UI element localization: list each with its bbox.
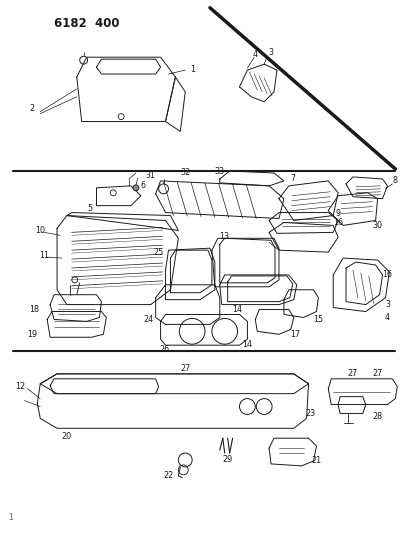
Text: 27: 27 bbox=[180, 365, 191, 374]
Text: 1: 1 bbox=[191, 64, 196, 74]
Text: 16: 16 bbox=[333, 218, 343, 227]
Text: 9: 9 bbox=[336, 209, 341, 218]
Text: 25: 25 bbox=[153, 248, 164, 257]
Text: 27: 27 bbox=[348, 369, 358, 378]
Circle shape bbox=[133, 185, 139, 191]
Text: 6: 6 bbox=[140, 181, 145, 190]
Text: 12: 12 bbox=[16, 382, 26, 391]
Text: 24: 24 bbox=[144, 315, 154, 324]
Text: 29: 29 bbox=[222, 456, 233, 464]
Text: 14: 14 bbox=[242, 340, 253, 349]
Text: 22: 22 bbox=[163, 471, 174, 480]
Text: 1: 1 bbox=[8, 513, 13, 522]
Text: 2: 2 bbox=[30, 104, 35, 113]
Text: 4: 4 bbox=[385, 313, 390, 322]
Text: 7: 7 bbox=[290, 174, 295, 183]
Text: 17: 17 bbox=[290, 330, 300, 339]
Text: 6182  400: 6182 400 bbox=[54, 17, 120, 30]
Text: 10: 10 bbox=[35, 226, 45, 235]
Text: 18: 18 bbox=[29, 305, 39, 314]
Text: 3: 3 bbox=[268, 48, 274, 56]
Text: 33: 33 bbox=[215, 166, 225, 175]
Text: 23: 23 bbox=[306, 409, 316, 418]
Text: 20: 20 bbox=[62, 432, 72, 441]
Text: 3: 3 bbox=[385, 300, 390, 309]
Text: 4: 4 bbox=[253, 50, 258, 59]
Text: 13: 13 bbox=[219, 232, 229, 241]
Text: 31: 31 bbox=[146, 172, 156, 181]
Text: 8: 8 bbox=[393, 176, 398, 185]
Text: 28: 28 bbox=[373, 412, 383, 421]
Text: 11: 11 bbox=[39, 251, 49, 260]
Text: 27: 27 bbox=[373, 369, 383, 378]
Text: 14: 14 bbox=[233, 305, 242, 314]
Text: 5: 5 bbox=[87, 204, 92, 213]
Text: 26: 26 bbox=[160, 345, 170, 353]
Text: 21: 21 bbox=[311, 456, 322, 465]
Text: 32: 32 bbox=[180, 168, 190, 177]
Text: 30: 30 bbox=[373, 221, 383, 230]
Text: 19: 19 bbox=[27, 330, 38, 339]
Text: 15: 15 bbox=[313, 315, 324, 324]
Text: 16: 16 bbox=[382, 270, 392, 279]
